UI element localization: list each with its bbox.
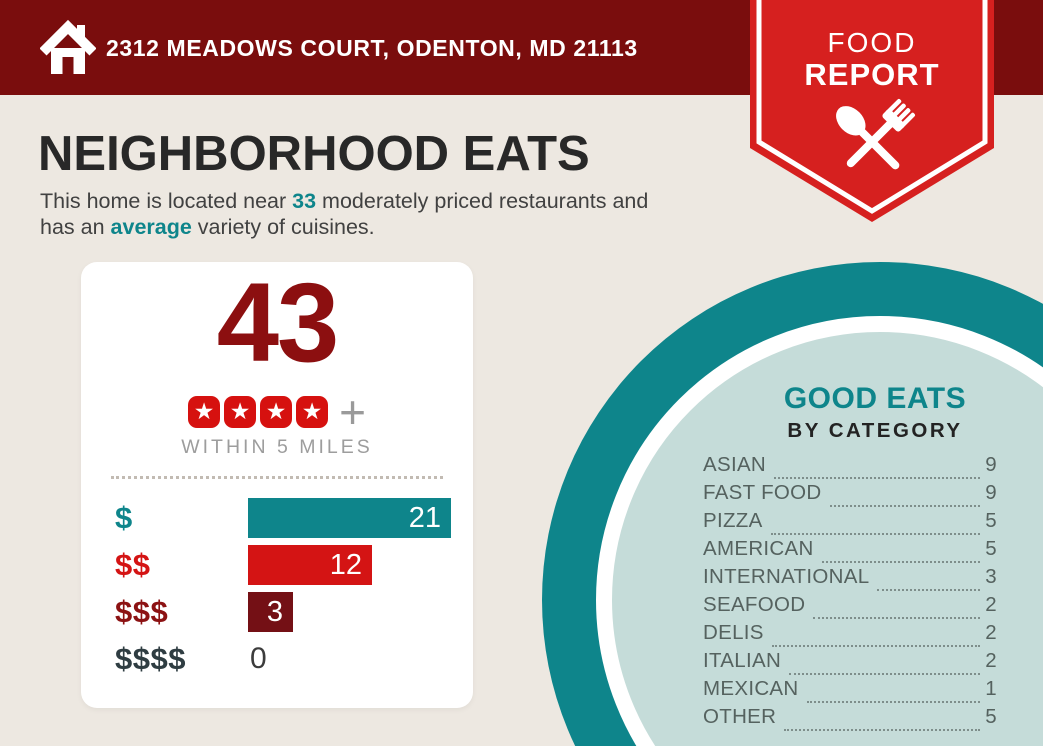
plus-icon: +	[339, 386, 366, 438]
price-level-label: $	[115, 500, 133, 535]
category-label: SEAFOOD	[703, 593, 806, 616]
crossed-spoon-fork-icon	[836, 98, 916, 170]
price-row: $$ 12	[115, 545, 453, 585]
star-glyph: ★	[265, 397, 287, 424]
price-bars: $21 $$ 12 $$$ 3 $$$$ 0	[115, 498, 453, 686]
good-eats-title: GOOD EATS	[783, 382, 967, 415]
star-icon: ★	[188, 396, 221, 428]
within-miles-label: WITHIN 5 MILES	[181, 436, 373, 458]
category-count: 1	[985, 677, 997, 700]
category-label: ASIAN	[703, 453, 767, 476]
price-bar: 3	[248, 592, 293, 632]
category-count: 5	[985, 537, 997, 560]
ribbon-title-line2: REPORT	[804, 57, 940, 92]
dotted-leader	[774, 456, 980, 479]
property-address: 2312 MEADOWS COURT, ODENTON, MD 21113	[106, 35, 638, 61]
category-row: FAST FOOD 9	[703, 479, 997, 507]
restaurant-count-inline: 33	[292, 189, 317, 213]
good-eats-subtitle: BY CATEGORY	[787, 419, 963, 442]
home-icon	[40, 19, 96, 74]
star-glyph: ★	[301, 397, 323, 424]
price-bar: 12	[248, 545, 372, 585]
subtitle-text: variety of cuisines.	[191, 214, 375, 239]
subtitle-text: moderately priced restaurants and	[316, 189, 649, 213]
price-row: $$$$ 0	[115, 639, 453, 679]
dotted-leader	[877, 568, 980, 591]
category-row: ITALIAN 2	[703, 647, 997, 675]
dotted-leader	[771, 624, 980, 647]
star-glyph: ★	[193, 397, 215, 424]
bar-value-label: 0	[250, 642, 267, 675]
subtitle-text: This home is located near	[40, 189, 293, 213]
category-count: 5	[985, 509, 997, 532]
category-count: 2	[985, 649, 997, 672]
dotted-leader	[821, 540, 980, 563]
bar-value-label: 3	[266, 595, 283, 628]
category-row: SEAFOOD 2	[703, 591, 997, 619]
star-glyph: ★	[229, 397, 251, 424]
category-label: ITALIAN	[703, 649, 782, 672]
bar-zone: 21	[248, 498, 453, 538]
dotted-leader	[789, 652, 980, 675]
star-icon: ★	[224, 396, 257, 428]
bar-zone: 3	[248, 592, 453, 632]
category-count: 3	[985, 565, 997, 588]
category-row: PIZZA 5	[703, 507, 997, 535]
category-list: ASIAN 9 FAST FOOD 9 PIZZA 5 AMERICAN 5 INTERNATI…	[703, 451, 997, 731]
variety-highlight: average	[110, 214, 192, 239]
category-label: MEXICAN	[703, 677, 799, 700]
good-eats-header: GOOD EATS BY CATEGORY	[697, 382, 1043, 443]
star-icon: ★	[260, 396, 293, 428]
price-level-label: $$	[115, 547, 151, 582]
intro-subtitle: This home is located near 33 moderately …	[40, 189, 740, 240]
category-row: INTERNATIONAL 3	[703, 563, 997, 591]
bar-zone: 12	[248, 545, 453, 585]
category-row: ASIAN 9	[703, 451, 997, 479]
dotted-leader	[806, 680, 980, 703]
price-level-label: $$$$	[115, 641, 186, 676]
category-label: FAST FOOD	[703, 481, 822, 504]
food-report-ribbon	[750, 0, 994, 222]
dotted-leader	[770, 512, 980, 535]
rating-stars-row: ★ ★ ★ ★ +	[81, 386, 473, 438]
subtitle-text: has an	[40, 214, 111, 239]
category-row: OTHER 5	[703, 703, 997, 731]
dotted-leader	[784, 708, 980, 731]
price-row: $21	[115, 498, 453, 538]
category-count: 2	[985, 593, 997, 616]
price-row: $$$ 3	[115, 592, 453, 632]
category-label: DELIS	[703, 621, 764, 644]
bar-value-label: 12	[329, 548, 362, 581]
category-label: OTHER	[703, 705, 777, 728]
category-row: DELIS 2	[703, 619, 997, 647]
category-label: PIZZA	[703, 509, 763, 532]
star-icon: ★	[296, 396, 329, 428]
category-count: 5	[985, 705, 997, 728]
price-level-label: $$$	[115, 594, 169, 629]
category-count: 2	[985, 621, 997, 644]
restaurant-summary-card: 43 ★ ★ ★ ★ + WITHIN 5 MILES $21 $$ 12 $$$ 3 $$$$ 0	[81, 262, 473, 708]
category-label: INTERNATIONAL	[703, 565, 870, 588]
bar-zone: 0	[248, 639, 453, 679]
price-bar: 21	[248, 498, 451, 538]
dotted-divider	[111, 476, 443, 479]
category-count: 9	[985, 481, 997, 504]
category-label: AMERICAN	[703, 537, 814, 560]
ribbon-title-line1: FOOD	[827, 27, 917, 58]
dotted-leader	[813, 596, 980, 619]
restaurant-count: 43	[216, 260, 340, 385]
category-count: 9	[985, 453, 997, 476]
bar-value-label: 21	[408, 501, 441, 534]
category-row: AMERICAN 5	[703, 535, 997, 563]
category-row: MEXICAN 1	[703, 675, 997, 703]
page-title: NEIGHBORHOOD EATS	[38, 127, 590, 181]
dotted-leader	[829, 484, 980, 507]
